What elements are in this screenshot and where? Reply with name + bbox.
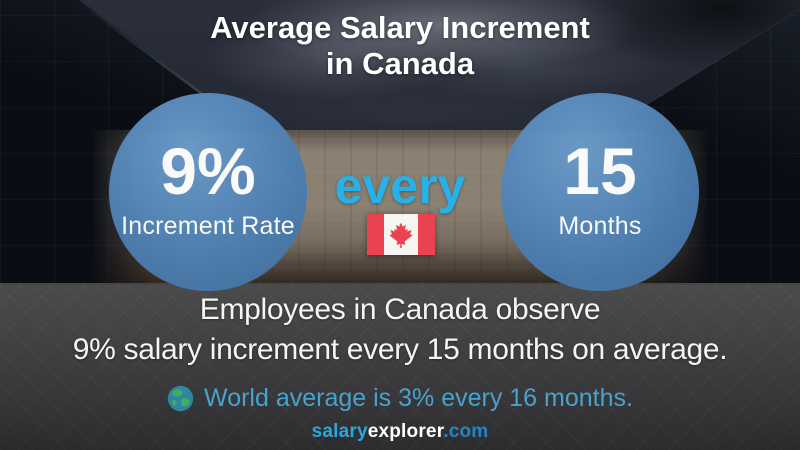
bottom-panel [0,283,800,450]
page-title: Average Salary Increment in Canada [0,10,800,82]
months-value: 15 [563,133,637,208]
world-average-text: World average is 3% every 16 months. [204,384,633,412]
brand-explorer: explorer [367,421,444,442]
summary-line-1: Employees in Canada observe [199,293,601,326]
flag-red-band-right [418,214,435,255]
site-brand: salaryexplorer.com [0,421,800,443]
brand-salary: salary [311,421,368,442]
world-average-note: World average is 3% every 16 months. [0,384,800,413]
flag-white-band [384,214,418,255]
globe-icon [167,385,194,412]
brand-tld: .com [443,421,489,442]
increment-rate-value: 9% [160,133,256,208]
flag-red-band-left [367,214,384,255]
title-line-1: Average Salary Increment [210,10,590,45]
increment-rate-circle: 9% Increment Rate [109,93,307,291]
title-line-2: in Canada [325,46,475,81]
maple-leaf-icon [389,222,413,248]
months-label: Months [558,211,642,240]
months-circle: 15 Months [501,93,699,291]
every-connector-text: every [334,158,466,214]
increment-rate-label: Increment Rate [121,211,295,240]
summary-line-2: 9% salary increment every 15 months on a… [72,333,728,366]
canada-flag-icon [367,214,435,255]
